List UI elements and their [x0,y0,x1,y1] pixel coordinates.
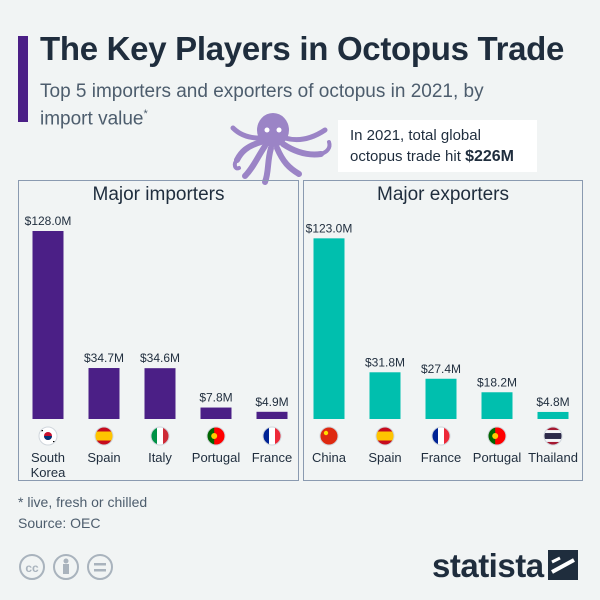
page-subtitle: Top 5 importers and exporters of octopus… [40,80,510,130]
subtitle-footnote-mark: * [143,108,148,120]
svg-text:cc: cc [25,561,39,575]
value-label-thailand: $4.8M [536,395,569,409]
exporters-chart: $123.0M China $31.8M Spain $27.4M France $18.2… [306,221,578,465]
category-label-thailand: Thailand [528,450,578,465]
value-label-south-korea: $128.0M [25,214,72,228]
flag-italy-icon [150,426,170,446]
flag-china-icon [319,426,339,446]
value-label-spain: $31.8M [365,355,405,369]
callout-highlight: $226M [465,148,514,165]
statista-logo-icon [548,550,578,580]
bar-france [425,378,457,419]
category-label-italy: Italy [148,450,172,465]
bar-spain [88,368,120,419]
category-label-spain: Spain [87,450,120,465]
bar-china [313,238,345,419]
source-text: Source: OEC [18,515,101,531]
flag-south-korea-icon [38,426,58,446]
value-label-italy: $34.6M [140,351,180,365]
flag-spain-icon [94,426,114,446]
callout-box: In 2021, total global octopus trade hit … [338,120,537,172]
title-accent-bar [18,36,28,122]
category-label-france: France [252,450,292,465]
subtitle-text: Top 5 importers and exporters of octopus… [40,81,484,130]
octopus-icon [230,113,332,185]
category-label-china: China [312,450,347,465]
page-title: The Key Players in Octopus Trade [40,30,565,67]
category-label-south-korea: South Korea [31,450,66,480]
flag-portugal-icon [487,426,507,446]
importers-panel: Major importers $128.0M South Korea $34.7M S… [18,180,299,481]
bar-portugal [481,392,513,419]
value-label-portugal: $18.2M [477,375,517,389]
exporters-panel: Major exporters $123.0M China $31.8M Spain $… [303,180,583,481]
footnote: * live, fresh or chilled [18,494,148,510]
bar-thailand [537,411,569,419]
creative-commons-icons: cc [19,554,113,580]
bar-portugal [200,407,232,419]
exporters-title: Major exporters [377,184,509,205]
category-label-portugal: Portugal [473,450,522,465]
flag-thailand-icon [543,426,563,446]
flag-france-icon [262,426,282,446]
bar-italy [144,368,176,419]
bar-spain [369,372,401,419]
bar-france [256,411,288,419]
category-label-spain: Spain [368,450,401,465]
value-label-portugal: $7.8M [199,391,232,405]
flag-france-icon [431,426,451,446]
importers-chart: $128.0M South Korea $34.7M Spain $34.6M Italy $… [25,214,293,480]
value-label-china: $123.0M [306,221,353,235]
value-label-spain: $34.7M [84,351,124,365]
value-label-france: $4.9M [255,395,288,409]
statista-logo-text: statista [432,547,544,584]
value-label-france: $27.4M [421,362,461,376]
category-label-france: France [421,450,461,465]
flag-portugal-icon [206,426,226,446]
importers-title: Major importers [92,184,225,205]
bar-south-korea [32,231,64,419]
category-label-portugal: Portugal [192,450,241,465]
flag-spain-icon [375,426,395,446]
callout-text: In 2021, total global octopus trade hit [350,127,481,165]
